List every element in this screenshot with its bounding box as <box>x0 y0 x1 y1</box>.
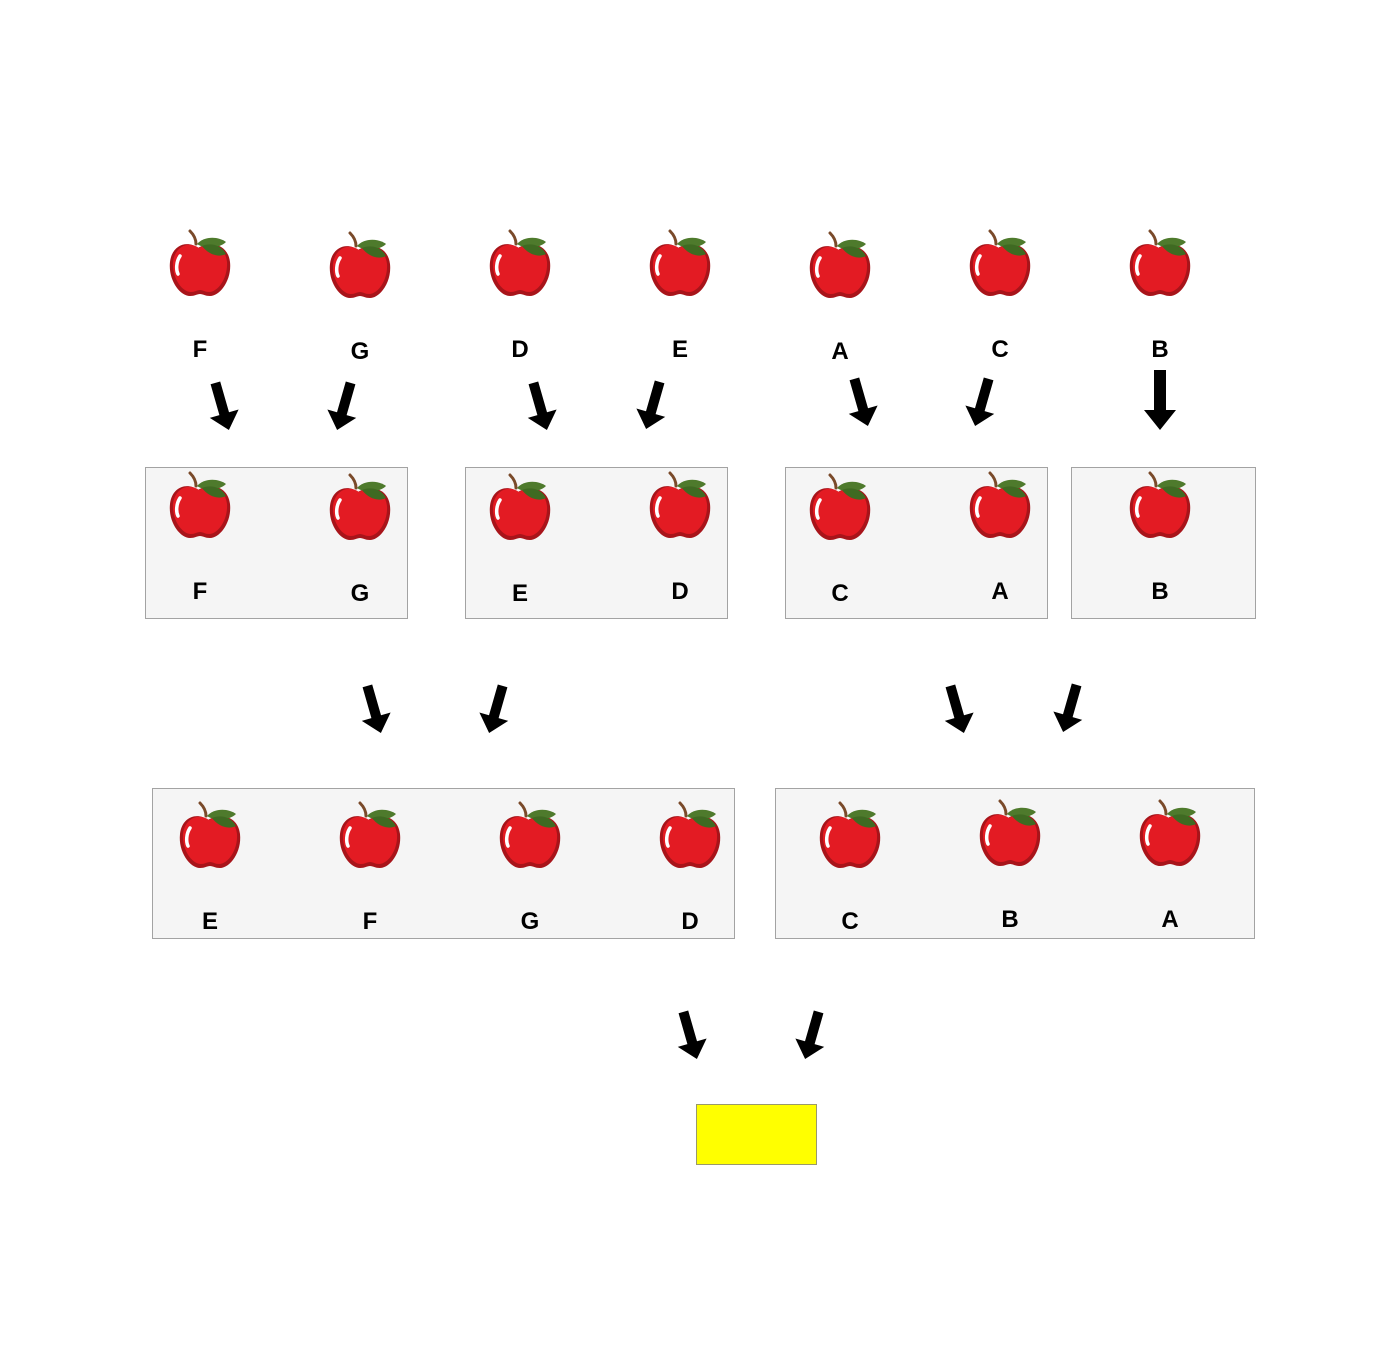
apple-icon <box>806 230 874 302</box>
apple-icon <box>326 472 394 544</box>
apple-item: A <box>800 230 880 360</box>
arrow-down-right-icon <box>841 376 881 428</box>
arrow-down-right-icon <box>202 380 242 432</box>
apple-item: F <box>160 228 240 358</box>
apple-icon <box>326 230 394 302</box>
apple-label: G <box>490 908 570 936</box>
arrow-down-left-icon <box>1050 682 1090 734</box>
apple-item: B <box>970 798 1050 928</box>
apple-item: C <box>960 228 1040 358</box>
apple-icon <box>166 228 234 300</box>
apple-label: E <box>480 580 560 608</box>
apple-item: E <box>640 228 720 358</box>
apple-item: B <box>1120 470 1200 600</box>
apple-label: F <box>160 578 240 606</box>
apple-label: B <box>1120 336 1200 364</box>
apple-icon <box>966 470 1034 542</box>
apple-label: D <box>650 908 730 936</box>
apple-icon <box>486 472 554 544</box>
apple-icon <box>966 228 1034 300</box>
apple-icon <box>166 470 234 542</box>
apple-icon <box>656 800 724 872</box>
apple-item: G <box>320 472 400 602</box>
arrow-down-left-icon <box>962 376 1002 428</box>
apple-label: D <box>640 578 720 606</box>
arrow-down-left-icon <box>324 380 364 432</box>
apple-item: A <box>960 470 1040 600</box>
apple-item: F <box>160 470 240 600</box>
arrow-down-right-icon <box>670 1009 710 1061</box>
apple-item: D <box>480 228 560 358</box>
apple-icon <box>486 228 554 300</box>
apple-label: C <box>960 336 1040 364</box>
arrow-down-right-icon <box>937 683 977 735</box>
apple-item: F <box>330 800 410 930</box>
apple-item: E <box>170 800 250 930</box>
apple-label: A <box>800 338 880 366</box>
apple-label: B <box>970 906 1050 934</box>
apple-label: B <box>1120 578 1200 606</box>
answer-box[interactable] <box>696 1104 817 1165</box>
apple-icon <box>646 228 714 300</box>
apple-icon <box>976 798 1044 870</box>
apple-icon <box>816 800 884 872</box>
apple-icon <box>176 800 244 872</box>
apple-icon <box>1136 798 1204 870</box>
apple-label: C <box>810 908 890 936</box>
apple-label: F <box>330 908 410 936</box>
apple-item: E <box>480 472 560 602</box>
apple-item: G <box>320 230 400 360</box>
arrow-down-icon <box>1140 368 1180 432</box>
arrow-down-left-icon <box>633 379 673 431</box>
apple-item: B <box>1120 228 1200 358</box>
arrow-down-right-icon <box>354 683 394 735</box>
apple-label: G <box>320 580 400 608</box>
apple-label: E <box>170 908 250 936</box>
apple-label: F <box>160 336 240 364</box>
arrow-down-left-icon <box>476 683 516 735</box>
arrow-down-right-icon <box>520 380 560 432</box>
apple-icon <box>1126 228 1194 300</box>
apple-label: A <box>960 578 1040 606</box>
apple-label: C <box>800 580 880 608</box>
apple-item: D <box>650 800 730 930</box>
apple-icon <box>646 470 714 542</box>
apple-item: D <box>640 470 720 600</box>
apple-icon <box>336 800 404 872</box>
apple-item: A <box>1130 798 1210 928</box>
apple-icon <box>496 800 564 872</box>
apple-icon <box>806 472 874 544</box>
apple-item: G <box>490 800 570 930</box>
apple-icon <box>1126 470 1194 542</box>
apple-label: A <box>1130 906 1210 934</box>
apple-item: C <box>810 800 890 930</box>
arrow-down-left-icon <box>792 1009 832 1061</box>
apple-label: D <box>480 336 560 364</box>
apple-label: G <box>320 338 400 366</box>
apple-label: E <box>640 336 720 364</box>
apple-item: C <box>800 472 880 602</box>
